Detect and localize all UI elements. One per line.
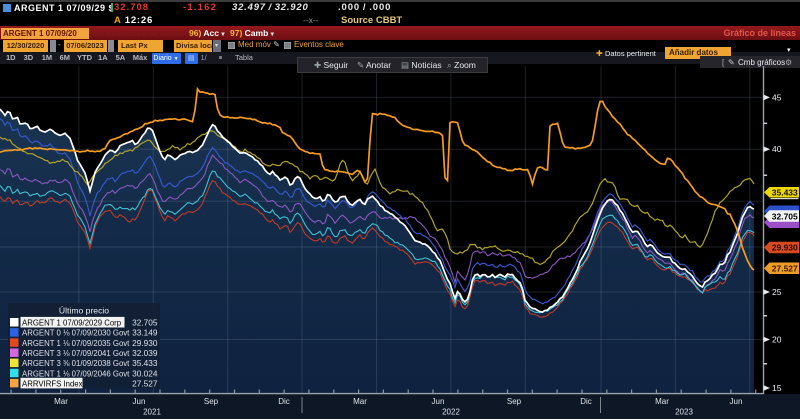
- svg-text:33.149: 33.149: [132, 328, 158, 338]
- svg-text:ARGENT 3 ⅛ 07/09/2041 Govt: ARGENT 3 ⅛ 07/09/2041 Govt: [22, 349, 130, 358]
- svg-text:32.705: 32.705: [772, 211, 798, 221]
- svg-text:35.433: 35.433: [772, 187, 798, 197]
- svg-text:ARGENT 1 07/09/2029 Corp: ARGENT 1 07/09/2029 Corp: [22, 319, 122, 328]
- svg-text:27.527: 27.527: [772, 263, 798, 273]
- svg-text:32.705: 32.705: [132, 318, 158, 328]
- svg-text:25: 25: [772, 287, 782, 297]
- svg-text:Dic: Dic: [278, 397, 290, 406]
- svg-text:45: 45: [772, 92, 782, 102]
- svg-text:Dic: Dic: [580, 397, 592, 406]
- svg-text:15: 15: [772, 383, 782, 393]
- svg-text:2021: 2021: [143, 408, 161, 417]
- svg-text:Mar: Mar: [655, 397, 669, 406]
- svg-text:20: 20: [772, 335, 782, 345]
- svg-text:29.930: 29.930: [132, 338, 158, 348]
- svg-text:ARGENT 3 ⅜ 01/09/2038 Govt: ARGENT 3 ⅜ 01/09/2038 Govt: [22, 359, 130, 368]
- svg-text:Mar: Mar: [353, 397, 367, 406]
- svg-text:40: 40: [772, 144, 782, 154]
- svg-text:ARGENT 1 ⅛ 07/09/2046 Govt: ARGENT 1 ⅛ 07/09/2046 Govt: [22, 369, 130, 378]
- svg-text:32.039: 32.039: [132, 348, 158, 358]
- svg-text:Jun: Jun: [133, 397, 146, 406]
- svg-text:Mar: Mar: [54, 397, 68, 406]
- svg-text:ARRVIRFS Index: ARRVIRFS Index: [22, 379, 83, 388]
- svg-text:Sep: Sep: [507, 397, 522, 406]
- svg-text:Sep: Sep: [204, 397, 219, 406]
- svg-text:ARGENT 1 ⅛ 07/09/2035 Govt: ARGENT 1 ⅛ 07/09/2035 Govt: [22, 339, 130, 348]
- svg-text:ARGENT 0 ⅛ 07/09/2030 Govt: ARGENT 0 ⅛ 07/09/2030 Govt: [22, 329, 130, 338]
- svg-text:30.024: 30.024: [132, 368, 158, 378]
- svg-text:2023: 2023: [675, 408, 693, 417]
- svg-text:29.930: 29.930: [772, 243, 798, 253]
- svg-text:2022: 2022: [442, 408, 460, 417]
- svg-text:35.433: 35.433: [132, 358, 158, 368]
- svg-text:Jun: Jun: [730, 397, 743, 406]
- svg-text:Último precio: Último precio: [59, 306, 109, 316]
- svg-text:27.527: 27.527: [132, 378, 158, 388]
- svg-text:Jun: Jun: [432, 397, 445, 406]
